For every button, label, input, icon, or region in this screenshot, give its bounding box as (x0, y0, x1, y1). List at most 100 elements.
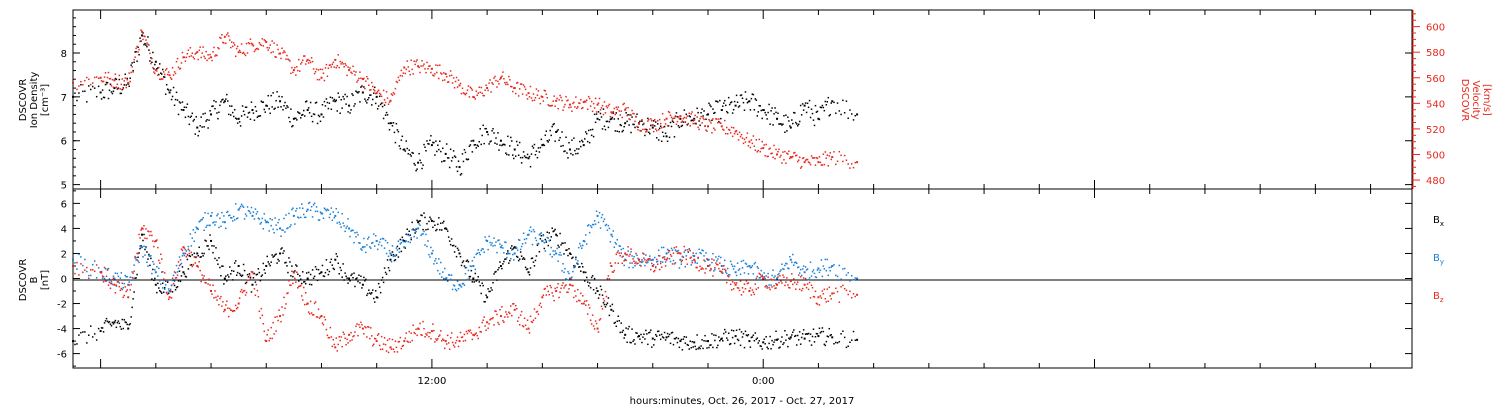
density-sample (406, 147, 409, 150)
velocity-sample (170, 78, 173, 81)
by-sample (247, 209, 250, 212)
bz-sample (499, 308, 501, 311)
bz-sample (114, 291, 117, 294)
bx-sample (209, 234, 211, 236)
by-sample (515, 247, 518, 249)
bz-sample (641, 259, 643, 261)
density-sample (199, 125, 201, 127)
density-sample (595, 113, 598, 115)
density-sample (387, 122, 390, 125)
density-sample (202, 113, 204, 115)
density-sample (227, 100, 229, 102)
by-sample (104, 267, 107, 270)
by-sample (795, 262, 798, 265)
bx-sample (476, 279, 479, 281)
density-sample (324, 105, 327, 107)
velocity-sample (684, 121, 687, 123)
density-sample (271, 106, 273, 108)
by-sample (426, 245, 428, 248)
velocity-sample (615, 106, 618, 109)
density-sample (386, 114, 389, 116)
density-sample (297, 111, 299, 113)
density-sample (594, 121, 597, 124)
by-sample (484, 236, 486, 238)
bz-point-23 (403, 340, 406, 343)
density-sample (133, 61, 135, 63)
velocity-sample (278, 53, 280, 55)
by-sample (272, 228, 274, 231)
velocity-point-44 (693, 118, 696, 121)
bx-sample (258, 271, 261, 274)
bx-sample (661, 336, 664, 338)
density-sample (161, 68, 164, 71)
bx-sample (91, 336, 94, 338)
bz-sample (132, 272, 134, 274)
bz-sample (445, 343, 448, 345)
density-sample (331, 97, 334, 99)
bz-sample (135, 259, 137, 261)
velocity-sample (731, 135, 734, 138)
bz-sample (512, 303, 515, 305)
bz-sample (654, 266, 657, 269)
bz-sample (687, 250, 690, 253)
by-sample (149, 255, 151, 258)
density-sample (768, 103, 770, 106)
velocity-sample (225, 42, 227, 45)
bx-sample (747, 333, 750, 336)
velocity-point-19 (348, 69, 351, 72)
by-sample (608, 227, 611, 230)
bx-sample (457, 249, 460, 251)
by-sample (242, 206, 245, 209)
density-sample (378, 95, 381, 98)
bx-point-55 (856, 338, 859, 341)
density-sample (840, 113, 842, 116)
bx-sample (166, 281, 169, 283)
bx-sample (421, 214, 423, 217)
density-sample (647, 117, 649, 120)
by-sample (646, 262, 648, 264)
velocity-sample (474, 98, 477, 100)
velocity-sample (814, 164, 817, 166)
density-sample (342, 95, 344, 98)
bz-sample (602, 297, 605, 300)
velocity-sample (850, 163, 853, 165)
by-sample (383, 247, 386, 249)
velocity-sample (357, 79, 359, 82)
by-sample (344, 230, 346, 233)
bx-sample (241, 274, 244, 277)
density-sample (544, 134, 547, 137)
velocity-sample (401, 75, 404, 77)
bx-sample (390, 254, 393, 257)
velocity-sample (708, 118, 710, 121)
bx-sample (463, 265, 466, 267)
density-sample (566, 152, 568, 154)
by-sample (228, 214, 230, 217)
velocity-sample (167, 71, 170, 73)
density-sample (829, 113, 832, 116)
velocity-sample (140, 29, 142, 31)
bz-sample (731, 281, 734, 283)
velocity-tick-label-560: 560 (1426, 74, 1445, 85)
by-sample (345, 227, 347, 229)
bz-sample (373, 337, 376, 340)
bx-sample (452, 244, 455, 247)
by-sample (398, 251, 401, 253)
velocity-sample (567, 99, 569, 101)
by-sample (525, 237, 528, 240)
bz-sample (646, 259, 648, 262)
bz-sample (175, 276, 178, 279)
bx-sample (548, 232, 550, 234)
velocity-sample (724, 132, 727, 135)
by-point-17 (320, 212, 323, 215)
bx-point-44 (693, 341, 696, 344)
density-sample (581, 139, 583, 142)
by-sample (188, 249, 191, 252)
velocity-sample (674, 115, 677, 117)
by-sample (592, 223, 595, 226)
velocity-sample (512, 90, 514, 93)
bx-sample (477, 276, 479, 278)
velocity-sample (181, 51, 184, 54)
velocity-sample (104, 72, 107, 74)
bz-sample (683, 245, 686, 248)
bz-sample (580, 292, 582, 295)
